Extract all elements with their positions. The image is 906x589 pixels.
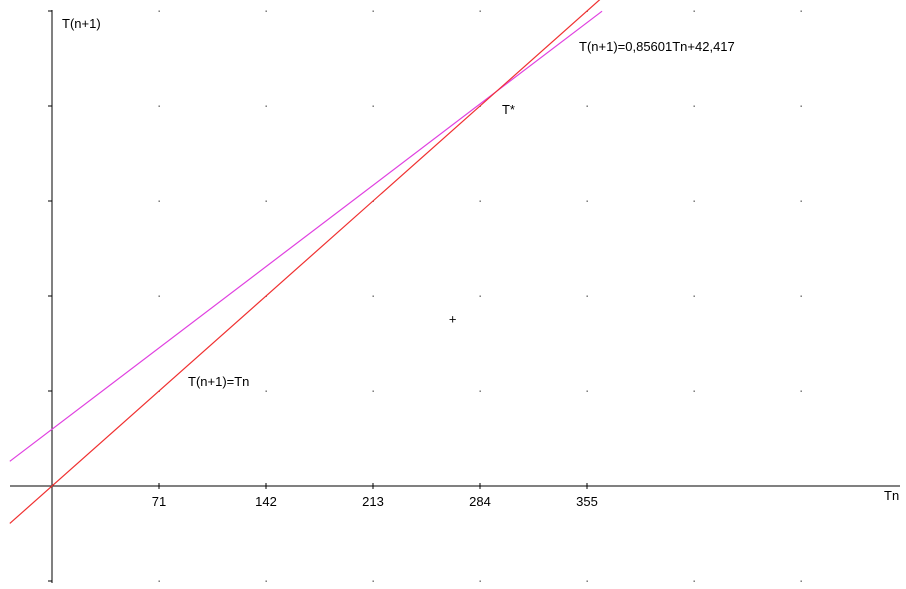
grid-dot — [693, 390, 695, 392]
fixed-point-label: T* — [502, 102, 515, 117]
x-tick-label: 142 — [255, 494, 277, 509]
grid-dot — [800, 105, 802, 107]
grid-dot — [479, 580, 481, 582]
x-tick-label: 71 — [152, 494, 166, 509]
grid-dot — [372, 390, 374, 392]
grid-dot — [158, 105, 160, 107]
grid-dot — [800, 200, 802, 202]
axes — [10, 10, 900, 583]
grid-dot — [586, 200, 588, 202]
labels: Tn T(n+1) T(n+1)=0,85601Tn+42,417 T(n+1)… — [62, 16, 899, 503]
series-label-identity: T(n+1)=Tn — [188, 374, 249, 389]
grid-dot — [586, 105, 588, 107]
series-line-regression — [9, 10, 603, 462]
grid-dot — [693, 295, 695, 297]
grid-dot — [265, 105, 267, 107]
grid-dot — [586, 580, 588, 582]
grid-dot — [479, 200, 481, 202]
grid-dot — [693, 580, 695, 582]
series-lines — [9, 0, 603, 524]
x-tick-label: 355 — [576, 494, 598, 509]
grid-dot — [800, 580, 802, 582]
grid-dot — [372, 295, 374, 297]
grid-dot — [800, 295, 802, 297]
grid-dot — [693, 200, 695, 202]
x-tick-label: 213 — [362, 494, 384, 509]
grid-dot — [372, 105, 374, 107]
y-axis-label: T(n+1) — [62, 16, 101, 31]
series-label-regression: T(n+1)=0,85601Tn+42,417 — [579, 39, 735, 54]
x-ticks: 71 142 213 284 355 — [152, 483, 598, 509]
grid-dot — [265, 580, 267, 582]
grid-dot — [693, 105, 695, 107]
grid-dot — [158, 200, 160, 202]
grid-dot — [265, 10, 267, 12]
grid-dot — [586, 295, 588, 297]
grid-dot — [158, 580, 160, 582]
series-line-identity — [9, 0, 601, 524]
y-ticks — [48, 10, 52, 582]
grid-dot — [800, 390, 802, 392]
grid-dot — [158, 10, 160, 12]
grid-dot — [479, 10, 481, 12]
grid-dot — [800, 10, 802, 12]
grid-dot — [479, 390, 481, 392]
grid-dot — [372, 10, 374, 12]
grid-dot — [479, 295, 481, 297]
grid-dot — [372, 580, 374, 582]
x-tick-label: 284 — [469, 494, 491, 509]
grid-dot — [265, 200, 267, 202]
x-axis-label: Tn — [884, 488, 899, 503]
grid-dot — [693, 10, 695, 12]
grid-dot — [586, 390, 588, 392]
cross-marker: + — [449, 312, 457, 327]
grid-dot — [265, 390, 267, 392]
grid-dot — [158, 295, 160, 297]
